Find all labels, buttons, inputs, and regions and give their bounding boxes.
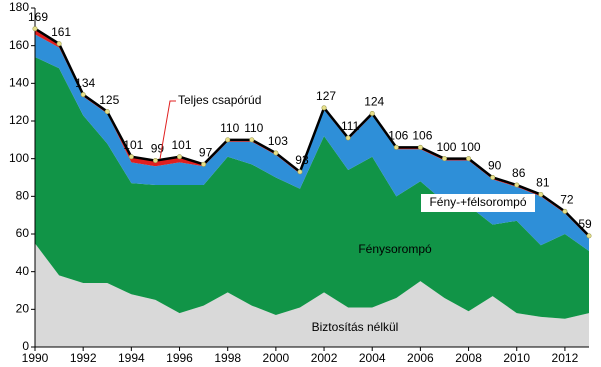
data-label: 81: [536, 176, 550, 190]
data-label: 90: [488, 159, 502, 173]
area: [35, 56, 589, 319]
total-marker: [225, 137, 231, 143]
total-marker: [201, 161, 207, 167]
y-tick-label: 80: [16, 189, 30, 203]
total-marker: [466, 156, 472, 162]
leader-line: [159, 100, 176, 160]
x-tick-label: 2002: [311, 351, 338, 365]
y-tick-label: 40: [16, 264, 30, 278]
data-label: 103: [268, 134, 288, 148]
total-marker: [321, 105, 327, 111]
total-marker: [490, 175, 496, 181]
data-label: 110: [220, 121, 239, 135]
data-label: 106: [412, 129, 432, 143]
series-label: Fénysorompó: [358, 242, 432, 256]
total-marker: [177, 154, 183, 160]
data-label: 101: [123, 138, 143, 152]
data-label: 93: [295, 153, 309, 167]
data-label: 106: [388, 129, 408, 143]
total-marker: [562, 208, 568, 214]
x-tick-label: 2008: [455, 351, 482, 365]
x-tick-label: 1990: [22, 351, 49, 365]
total-marker: [538, 191, 544, 197]
data-label: 125: [99, 93, 119, 107]
y-tick-label: 180: [9, 0, 29, 14]
total-line: [34, 27, 590, 237]
data-label: 134: [75, 76, 95, 90]
data-label: 59: [578, 217, 592, 231]
y-tick-label: 60: [16, 226, 30, 240]
x-tick-label: 1998: [214, 351, 241, 365]
total-marker: [56, 41, 62, 47]
total-marker: [80, 92, 86, 98]
area: [35, 243, 589, 347]
total-marker: [441, 156, 447, 162]
data-label: 97: [199, 145, 213, 159]
total-marker: [297, 169, 303, 175]
data-label: 86: [512, 166, 526, 180]
total-marker: [273, 150, 279, 156]
total-marker: [104, 109, 110, 115]
y-tick-label: 0: [22, 339, 29, 353]
total-marker: [417, 144, 423, 150]
data-label: 100: [461, 140, 481, 154]
total-marker: [514, 182, 520, 188]
data-label: 161: [51, 25, 71, 39]
total-marker: [393, 144, 399, 150]
y-tick-label: 140: [9, 76, 29, 90]
x-tick-label: 2006: [407, 351, 434, 365]
data-label: 72: [560, 193, 574, 207]
data-label: 111: [341, 119, 360, 133]
x-tick-label: 2000: [263, 351, 290, 365]
x-tick-label: 2010: [503, 351, 530, 365]
total-marker: [249, 137, 255, 143]
data-label: 101: [172, 138, 192, 152]
data-label: 169: [28, 10, 48, 24]
total-marker: [32, 26, 38, 32]
total-marker: [128, 154, 134, 160]
total-marker: [369, 110, 375, 116]
y-tick-label: 160: [9, 38, 29, 52]
data-label: 127: [316, 89, 336, 103]
data-label: 100: [436, 140, 456, 154]
total-marker: [586, 233, 592, 239]
series-label: Fény-+félsorompó: [429, 195, 526, 209]
total-marker: [345, 135, 351, 141]
series-label: Teljes csapórúd: [178, 93, 261, 107]
label-background: [421, 194, 535, 212]
data-label: 124: [364, 95, 384, 109]
y-tick-label: 100: [9, 151, 29, 165]
y-tick-label: 20: [16, 302, 30, 316]
x-tick-label: 1992: [70, 351, 97, 365]
y-tick-label: 120: [9, 113, 29, 127]
x-tick-label: 2004: [359, 351, 386, 365]
total-marker: [152, 158, 158, 164]
x-tick-label: 2012: [552, 351, 579, 365]
data-label: 110: [244, 121, 263, 135]
series-label: Biztosítás nélkül: [312, 320, 399, 334]
x-tick-label: 1994: [118, 351, 145, 365]
x-tick-label: 1996: [166, 351, 193, 365]
